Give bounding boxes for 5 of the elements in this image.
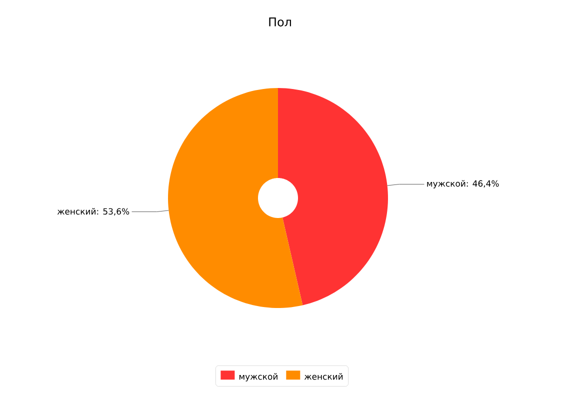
chart-title: Пол — [269, 18, 291, 26]
legend-label: мужской — [239, 373, 278, 382]
legend-label: женский — [304, 373, 343, 380]
data-label: мужской: 46,4% — [427, 180, 499, 188]
data-label: женский: 53,6% — [57, 208, 130, 216]
